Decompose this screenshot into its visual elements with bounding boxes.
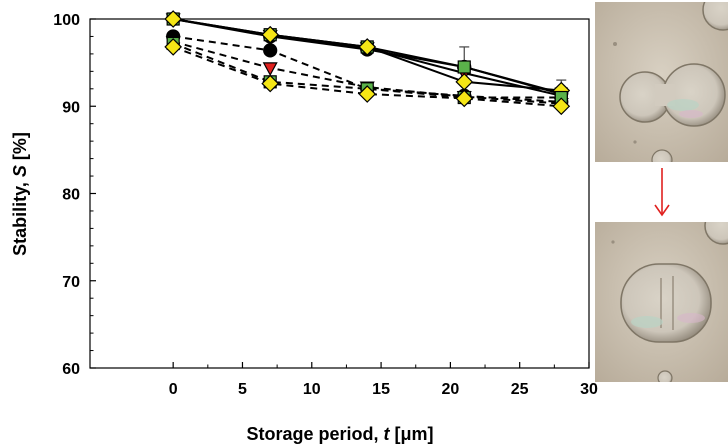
- x-tick-label: 25: [511, 381, 529, 398]
- x-tick-label: 0: [169, 381, 178, 398]
- droplet-pair-micrograph-after: [595, 222, 728, 382]
- x-tick-label: 15: [372, 381, 390, 398]
- diamond-marker: [164, 10, 183, 28]
- diamond-marker: [455, 89, 474, 108]
- diamond-marker: [261, 25, 280, 44]
- x-tick-label: 30: [580, 381, 598, 398]
- series-line-5: [173, 35, 562, 103]
- series-line-8: [172, 45, 562, 108]
- diamond-marker: [164, 38, 183, 56]
- diamond-marker: [261, 74, 280, 93]
- y-tick-label: 80: [62, 187, 80, 204]
- square-marker: [457, 60, 471, 74]
- y-tick-label: 100: [53, 12, 80, 29]
- diamond-marker: [455, 72, 474, 91]
- down-arrow-icon: [654, 168, 670, 217]
- x-tick-label: 20: [441, 381, 459, 398]
- plot-frame: [89, 18, 590, 369]
- diamond-marker: [358, 85, 377, 103]
- triangle-marker: [262, 62, 278, 77]
- droplet-pair-micrograph-before: [595, 2, 728, 162]
- circle-marker: [263, 43, 278, 58]
- y-tick-label: 60: [62, 361, 80, 378]
- x-tick-label: 10: [303, 381, 321, 398]
- y-tick-label: 70: [62, 274, 80, 291]
- diamond-marker: [358, 38, 377, 56]
- diamond-marker: [552, 97, 571, 116]
- y-axis-label: Stability, S [%]: [10, 132, 30, 256]
- y-tick-label: 90: [62, 99, 80, 116]
- x-tick-label: 5: [238, 381, 247, 398]
- series-line-6: [172, 40, 562, 105]
- x-axis-label: Storage period, t [μm]: [246, 424, 433, 444]
